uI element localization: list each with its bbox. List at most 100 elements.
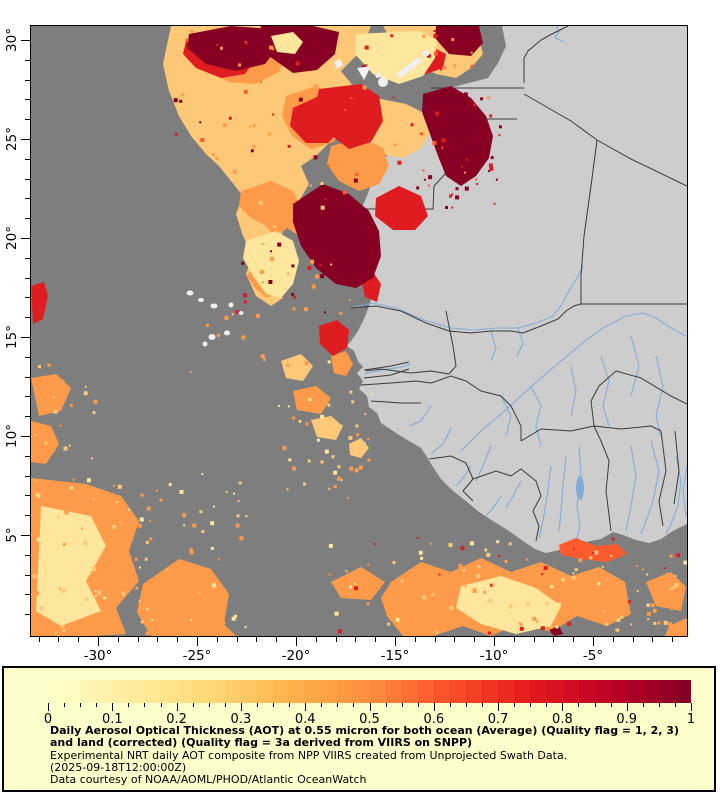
aerosol-layer	[31, 26, 687, 636]
axis-tick	[137, 637, 139, 642]
colorbar-tick-label: 0.2	[166, 712, 187, 727]
colorbar-tick-label: 0.3	[230, 712, 252, 727]
colorbar-cell	[160, 680, 177, 703]
axis-tick	[25, 396, 30, 398]
lat-tick-label: 15°	[4, 325, 20, 349]
axis-tick	[38, 637, 40, 642]
axis-tick	[25, 594, 30, 596]
colorbar-tick-label: 0.9	[616, 712, 638, 727]
colorbar-tick	[433, 703, 435, 711]
colorbar-cell	[530, 680, 547, 703]
colorbar-tick	[160, 703, 162, 707]
colorbar-tick	[176, 703, 178, 711]
axis-tick	[25, 119, 30, 121]
colorbar-cell	[144, 680, 161, 703]
caption-line4: Data courtesy of NOAA/AOML/PHOD/Atlantic…	[50, 773, 367, 787]
colorbar-cell	[449, 680, 467, 703]
caption-title: Daily Aerosol Optical Thickness (AOT) at…	[50, 724, 679, 750]
colorbar-cell	[562, 680, 579, 703]
axis-tick	[58, 637, 60, 642]
axis-tick	[236, 637, 238, 642]
colorbar-cell	[305, 680, 322, 703]
lat-tick-label: 10°	[4, 424, 20, 448]
axis-tick	[494, 637, 495, 646]
colorbar-cell	[289, 680, 306, 703]
axis-tick	[25, 59, 30, 61]
colorbar-cell	[466, 680, 483, 703]
axis-tick	[25, 297, 30, 299]
axis-tick	[276, 637, 278, 642]
colorbar-cell	[240, 680, 258, 703]
axis-tick	[454, 637, 456, 642]
colorbar-cell	[546, 680, 563, 703]
axis-tick	[25, 178, 30, 180]
axis-tick	[21, 238, 30, 239]
colorbar-tick-label: 0.5	[359, 712, 380, 727]
colorbar-cell	[48, 680, 65, 703]
aerosol-speckles	[32, 29, 687, 636]
rivers	[352, 26, 687, 542]
colorbar-cell	[273, 680, 290, 703]
colorbar-tick	[112, 703, 114, 711]
colorbar-cell	[337, 680, 354, 703]
colorbar-tick	[610, 703, 612, 707]
land-mass	[347, 26, 687, 553]
axis-tick	[25, 376, 30, 378]
axis-tick	[355, 637, 357, 642]
axis-tick	[335, 637, 337, 642]
lon-tick-label: -30°	[83, 648, 113, 664]
lat-tick-label: 25°	[4, 127, 20, 151]
colorbar-tick	[385, 703, 387, 707]
colorbar-tick-label: 0.4	[294, 712, 316, 727]
colorbar-tick	[674, 703, 676, 707]
lon-tick-label: -5°	[582, 648, 604, 664]
colorbar	[48, 680, 692, 703]
country-borders	[350, 26, 687, 542]
colorbar-tick	[465, 703, 467, 707]
colorbar-tick	[353, 703, 355, 707]
colorbar-cell	[224, 680, 241, 703]
axis-tick	[434, 637, 436, 642]
axis-tick	[553, 637, 555, 642]
colorbar-tick	[578, 703, 580, 707]
colorbar-tick	[562, 703, 564, 711]
axis-tick	[593, 637, 594, 646]
axis-tick	[25, 356, 30, 358]
colorbar-tick	[658, 703, 660, 707]
colorbar-tick	[305, 703, 307, 711]
colorbar-tick	[321, 703, 323, 707]
axis-tick	[296, 637, 297, 646]
colorbar-tick	[289, 703, 291, 707]
colorbar-cell	[514, 680, 531, 703]
colorbar-tick	[594, 703, 596, 707]
axis-tick	[414, 637, 416, 642]
axis-tick	[256, 637, 258, 642]
colorbar-tick	[48, 703, 49, 711]
colorbar-tick	[546, 703, 548, 707]
legend-caption: Daily Aerosol Optical Thickness (AOT) at…	[50, 724, 680, 787]
axis-tick	[513, 637, 515, 642]
colorbar-cell	[176, 680, 193, 703]
colorbar-cell	[353, 680, 370, 703]
colorbar-cell	[498, 680, 515, 703]
axis-tick	[21, 436, 30, 437]
lon-tick-label: -25°	[182, 648, 212, 664]
colorbar-cell	[112, 680, 129, 703]
colorbar-cell	[96, 680, 113, 703]
lat-tick-label: 20°	[4, 226, 20, 250]
lake-kossou	[576, 476, 584, 500]
axis-tick	[25, 554, 30, 556]
axis-tick	[25, 99, 30, 101]
colorbar-tick	[240, 703, 242, 711]
colorbar-cell	[417, 680, 434, 703]
axis-tick	[474, 637, 476, 642]
colorbar-tick	[530, 703, 532, 707]
axis-tick	[197, 637, 198, 646]
colorbar-tick	[337, 703, 339, 707]
colorbar-cell	[658, 680, 676, 703]
colorbar-cell	[482, 680, 499, 703]
colorbar-tick	[449, 703, 451, 707]
colorbar-cell	[626, 680, 643, 703]
axis-tick	[21, 337, 30, 338]
